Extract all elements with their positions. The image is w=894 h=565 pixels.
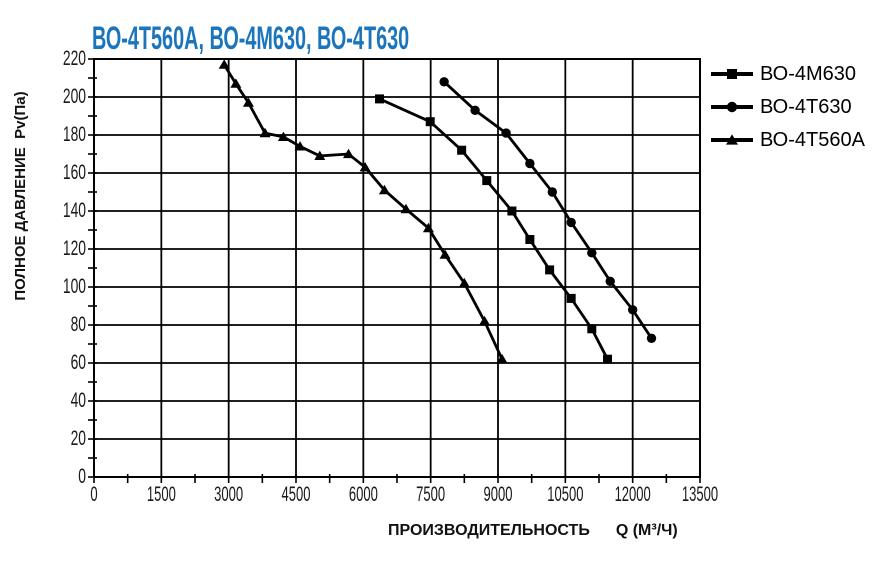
svg-text:220: 220 xyxy=(63,46,86,70)
legend-item: ВО-4М630 xyxy=(710,63,865,85)
circle-marker-icon xyxy=(711,101,753,113)
legend-label: ВО-4Т560А xyxy=(760,129,865,151)
series-ВО-4Т560А xyxy=(218,59,508,364)
svg-text:0: 0 xyxy=(90,482,97,506)
svg-text:3000: 3000 xyxy=(214,482,243,506)
svg-text:6000: 6000 xyxy=(349,482,378,506)
svg-text:0: 0 xyxy=(78,464,86,488)
svg-text:80: 80 xyxy=(71,312,86,336)
gridlines xyxy=(93,58,701,478)
svg-text:120: 120 xyxy=(63,236,86,260)
svg-text:140: 140 xyxy=(63,198,86,222)
svg-text:7500: 7500 xyxy=(416,482,445,506)
legend: ВО-4М630 ВО-4Т630 ВО-4Т560А xyxy=(710,63,865,165)
svg-text:100: 100 xyxy=(63,274,86,298)
plot-border xyxy=(93,58,701,478)
svg-text:160: 160 xyxy=(63,160,86,184)
svg-text:60: 60 xyxy=(71,350,86,374)
legend-item: ВО-4Т560А xyxy=(710,129,865,151)
x-tick-labels: 0 1500 3000 4500 6000 7500 9000 10500 12000 13500 xyxy=(90,482,718,506)
series-ВО-4Т630 xyxy=(439,77,657,343)
x-axis-title-text: ПРОИЗВОДИТЕЛЬНОСТЬ xyxy=(388,522,590,539)
svg-text:9000: 9000 xyxy=(484,482,513,506)
chart-title: ВО-4Т560А, ВО-4М630, ВО-4Т630 xyxy=(92,20,410,56)
series-ВО-4М630 xyxy=(374,94,613,364)
legend-item: ВО-4Т630 xyxy=(710,96,865,118)
svg-text:20: 20 xyxy=(71,426,86,450)
svg-text:1500: 1500 xyxy=(147,482,176,506)
svg-text:180: 180 xyxy=(63,122,86,146)
x-axis-title: ПРОИЗВОДИТЕЛЬНОСТЬ Q (М³/Ч) xyxy=(388,522,678,540)
square-marker-icon xyxy=(711,69,753,79)
svg-text:10500: 10500 xyxy=(547,482,583,506)
axis-ticks xyxy=(88,58,701,483)
triangle-marker-icon xyxy=(711,134,753,145)
svg-text:13500: 13500 xyxy=(682,482,718,506)
y-tick-labels: 0 20 40 60 80 100 120 140 160 180 200 220 xyxy=(63,46,86,488)
svg-text:200: 200 xyxy=(63,84,86,108)
svg-text:4500: 4500 xyxy=(282,482,311,506)
svg-text:12000: 12000 xyxy=(615,482,651,506)
legend-label: ВО-4Т630 xyxy=(760,96,852,118)
legend-label: ВО-4М630 xyxy=(760,63,857,85)
svg-text:40: 40 xyxy=(71,388,86,412)
x-axis-unit-text: Q (М³/Ч) xyxy=(615,522,678,539)
